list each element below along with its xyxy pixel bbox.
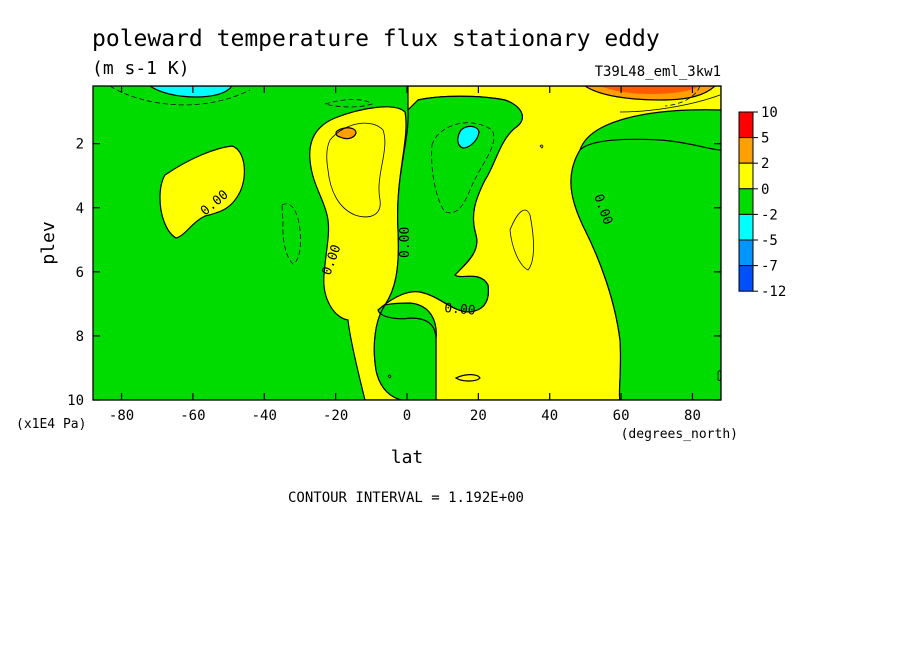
legend: 10 5 2 0 -2 -5 -7 -12 [738, 105, 786, 300]
x-axis-units: (degrees_north) [621, 427, 738, 442]
legend-level-label: 5 [761, 131, 769, 147]
legend-level-label: 0 [761, 182, 769, 198]
contour-fill [93, 86, 721, 400]
legend-level-label: 10 [761, 105, 778, 121]
x-tick-label: -80 [109, 408, 134, 424]
y-axis-title: plev [38, 221, 59, 264]
region-north-polar-negative [570, 138, 721, 400]
legend-level-label: -12 [761, 284, 786, 300]
legend-level-label: -5 [761, 233, 778, 249]
x-tick-label: 20 [470, 408, 487, 424]
y-tick-label: 8 [76, 329, 84, 345]
y-tick-label: 10 [67, 393, 84, 409]
legend-level-label: -2 [761, 207, 778, 223]
x-tick-label: 80 [684, 408, 701, 424]
y-axis-units: (x1E4 Pa) [16, 417, 86, 432]
legend-swatch [738, 111, 754, 139]
x-tick-label: 0 [403, 408, 411, 424]
region-tropics-local-max [335, 127, 357, 140]
positive-contours [326, 94, 721, 381]
legend-level-label: 2 [761, 156, 769, 172]
region-tropics-negative [373, 95, 523, 400]
x-axis: -80 -60 -40 -20 0 20 40 60 80 [109, 86, 701, 424]
x-tick-label: 60 [613, 408, 630, 424]
x-tick-label: -40 [252, 408, 277, 424]
legend-swatch [738, 213, 754, 241]
y-tick-label: 4 [76, 201, 84, 217]
region-tropics-local-min [457, 125, 480, 149]
region-north-top-max-inner [600, 86, 700, 94]
x-tick-label: -60 [180, 408, 205, 424]
legend-swatch [738, 265, 754, 292]
legend-swatch [738, 188, 754, 215]
legend-swatch [738, 162, 754, 190]
y-axis: 2 4 6 8 10 [67, 137, 721, 409]
y-tick-label: 2 [76, 137, 84, 153]
legend-swatch [738, 239, 754, 267]
y-tick-label: 6 [76, 265, 84, 281]
x-axis-title: lat [391, 447, 424, 468]
contour-interval-note: CONTOUR INTERVAL = 1.192E+00 [288, 490, 524, 506]
x-tick-label: 40 [541, 408, 558, 424]
chart-title: poleward temperature flux stationary edd… [92, 26, 660, 52]
region-bottom-small-positive [454, 374, 481, 382]
chart-units: (m s-1 K) [92, 58, 190, 79]
legend-swatch [738, 137, 754, 164]
region-south-top-min [148, 86, 233, 98]
region-south-midlat-positive [159, 145, 246, 239]
negative-contours [109, 86, 701, 265]
contour-label-north-tropics: 0.00 [444, 301, 477, 319]
legend-level-label: -7 [761, 259, 778, 275]
run-label: T39L48_eml_3kw1 [595, 64, 721, 80]
contour-label-equator: 0.00 [398, 227, 413, 258]
x-tick-label: -20 [323, 408, 348, 424]
